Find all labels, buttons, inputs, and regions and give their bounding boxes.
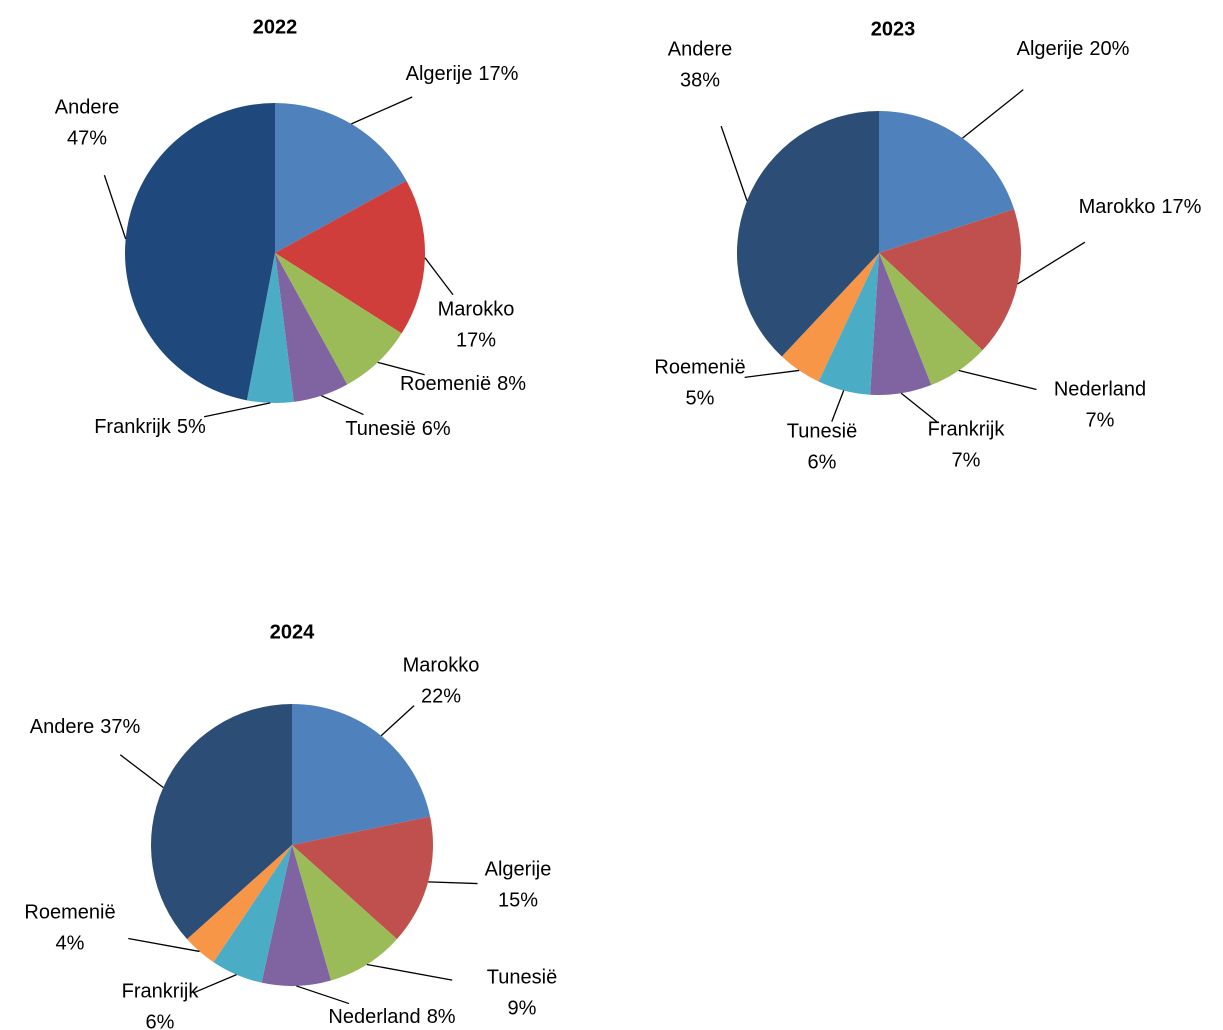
pie-slice <box>292 845 397 981</box>
category-label: Roemenië <box>24 901 115 923</box>
value-label: 38% <box>680 69 720 91</box>
category-label: Andere <box>55 96 120 118</box>
pie-slice <box>737 111 879 357</box>
value-label: 17% <box>456 329 496 351</box>
category-label: Marokko <box>403 654 480 676</box>
leader-line <box>428 881 478 885</box>
pie-slice <box>275 253 348 402</box>
category-label: Roemenië <box>654 356 745 378</box>
category-label: Roemenië <box>400 373 491 395</box>
category-label: Andere <box>668 38 733 60</box>
leader-line <box>958 369 1037 391</box>
pie-slice <box>213 845 292 983</box>
leader-line <box>720 125 748 201</box>
value-label: 22% <box>421 685 461 707</box>
leader-line <box>831 390 845 422</box>
value-label: 6% <box>808 451 837 473</box>
category-label: Andere <box>30 716 95 738</box>
leader-line <box>321 395 364 416</box>
value-label: 4% <box>56 932 85 954</box>
pie-slice <box>879 209 1021 351</box>
pie-slice <box>275 180 425 334</box>
category-label: Algerije <box>406 63 473 85</box>
chart-title: 2024 <box>270 621 315 643</box>
pie-slice <box>292 704 431 845</box>
data-label: Tunesië 6% <box>345 418 451 440</box>
leader-line <box>744 369 800 378</box>
category-label: Algerije <box>485 858 552 880</box>
value-label: 9% <box>508 997 537 1019</box>
data-label: Andere 37% <box>30 716 141 738</box>
value-label: 17% <box>1161 196 1201 218</box>
leader-line <box>119 754 164 789</box>
category-label: Nederland <box>1054 378 1146 400</box>
pie-slice <box>275 253 402 385</box>
value-label: 20% <box>1089 38 1129 60</box>
value-label: 5% <box>686 387 715 409</box>
leader-line <box>194 974 237 994</box>
leader-line <box>380 705 415 737</box>
value-label: 5% <box>177 416 206 438</box>
value-label: 8% <box>497 373 526 395</box>
leader-line <box>351 96 413 125</box>
category-label: Frankrijk <box>928 418 1006 440</box>
leader-line <box>103 174 127 240</box>
value-label: 6% <box>146 1011 175 1030</box>
leader-line <box>203 402 271 418</box>
value-label: 6% <box>422 418 451 440</box>
leader-line <box>366 963 453 981</box>
value-label: 15% <box>498 889 538 911</box>
pie-slice <box>125 103 275 401</box>
category-label: Frankrijk <box>122 980 200 1002</box>
category-label: Marokko <box>1079 196 1156 218</box>
pie-slice <box>879 253 983 386</box>
pie-slice <box>246 253 294 403</box>
pie-slice <box>292 816 433 940</box>
data-label: Algerije 17% <box>406 63 519 85</box>
value-label: 7% <box>952 449 981 471</box>
pie-slice <box>150 703 292 940</box>
pie-slice <box>879 111 1015 253</box>
category-label: Algerije <box>1017 38 1084 60</box>
category-label: Frankrijk <box>94 416 172 438</box>
value-label: 8% <box>427 1006 456 1028</box>
data-label: Roemenië 8% <box>400 373 526 395</box>
leader-line <box>424 257 454 296</box>
value-label: 47% <box>67 127 107 149</box>
leader-line <box>128 937 200 953</box>
category-label: Tunesië <box>487 966 557 988</box>
data-label: Frankrijk 5% <box>94 416 206 438</box>
category-label: Tunesië <box>345 418 415 440</box>
pie-slice <box>275 103 407 253</box>
leader-line <box>296 985 350 1005</box>
leader-line <box>377 361 425 376</box>
value-label: 17% <box>478 63 518 85</box>
data-label: Nederland 8% <box>328 1006 455 1028</box>
value-label: 37% <box>100 716 140 738</box>
pie-slice <box>781 253 879 382</box>
leader-line <box>962 89 1024 139</box>
leader-line <box>900 392 938 423</box>
pie-slice <box>870 253 932 395</box>
leader-line <box>1017 241 1086 285</box>
pie-slice <box>187 845 292 963</box>
category-label: Tunesië <box>787 420 857 442</box>
category-label: Marokko <box>438 298 515 320</box>
chart-title: 2023 <box>871 18 916 40</box>
pie-slice <box>261 845 331 986</box>
data-label: Marokko 17% <box>1079 196 1202 218</box>
value-label: 7% <box>1086 409 1115 431</box>
chart-title: 2022 <box>253 16 298 38</box>
category-label: Nederland <box>328 1006 420 1028</box>
data-label: Algerije 20% <box>1017 38 1130 60</box>
pie-slice <box>818 253 879 395</box>
